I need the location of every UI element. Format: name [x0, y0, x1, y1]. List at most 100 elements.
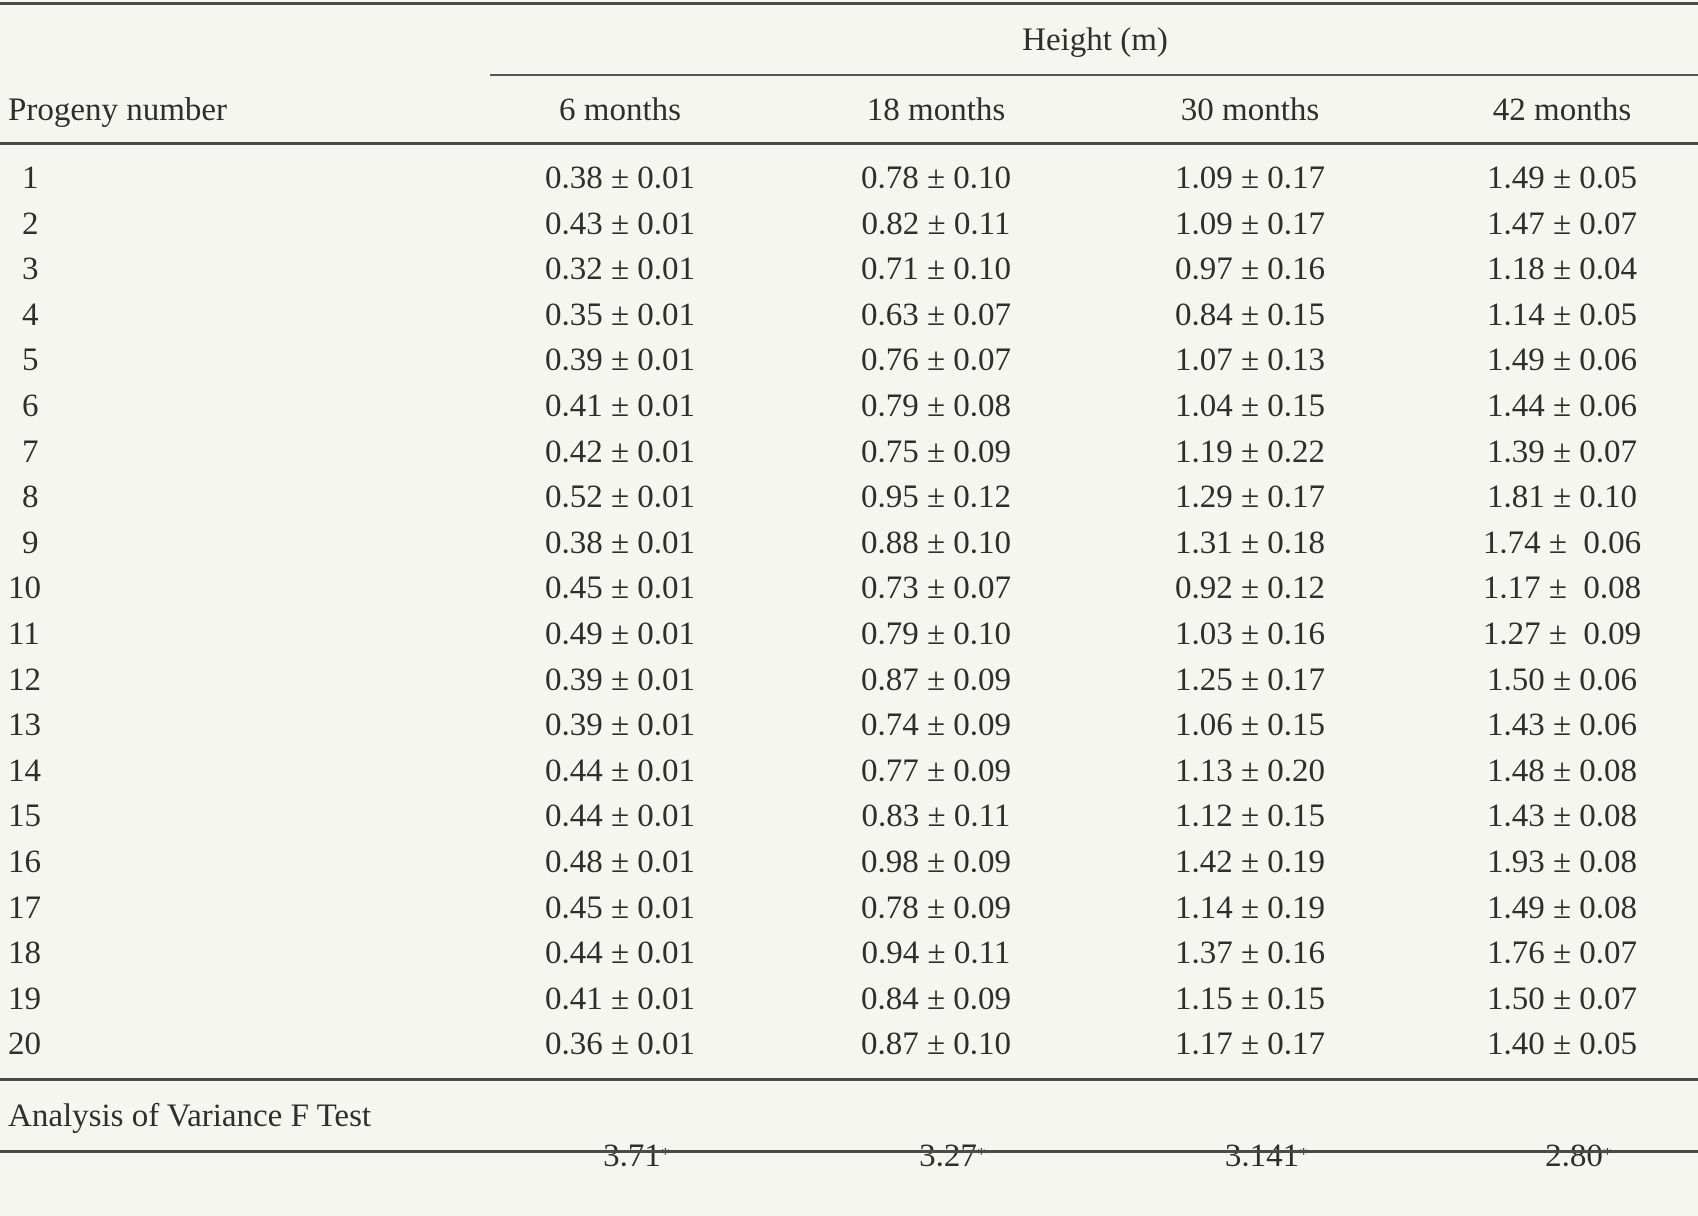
height-value: 0.43 ± 0.01 [544, 206, 696, 242]
significance-marker: * [1299, 1144, 1309, 1164]
progeny-number: 20 [8, 1026, 41, 1062]
height-value: 1.06 ± 0.15 [1174, 707, 1326, 743]
height-value: 1.03 ± 0.16 [1174, 616, 1326, 652]
height-value: 1.74 ± 0.06 [1482, 525, 1642, 561]
significance-marker: * [660, 1144, 670, 1164]
f-test-30-months: 3.141* [1100, 1096, 1400, 1216]
height-value: 0.94 ± 0.11 [861, 935, 1011, 971]
height-value: 1.18 ± 0.04 [1486, 251, 1638, 287]
height-value: 1.09 ± 0.17 [1174, 206, 1326, 242]
height-value: 1.44 ± 0.06 [1486, 388, 1638, 424]
height-value: 1.49 ± 0.08 [1486, 890, 1638, 926]
footer-rule [0, 1078, 1698, 1081]
column-header-42-months: 42 months [1492, 92, 1632, 128]
progeny-number: 4 [22, 297, 39, 333]
height-value: 0.44 ± 0.01 [544, 753, 696, 789]
height-value: 1.47 ± 0.07 [1486, 206, 1638, 242]
progeny-number: 11 [8, 616, 40, 652]
height-value: 0.77 ± 0.09 [860, 753, 1012, 789]
height-value: 1.25 ± 0.17 [1174, 662, 1326, 698]
height-value: 1.43 ± 0.06 [1486, 707, 1638, 743]
height-value: 1.29 ± 0.17 [1174, 479, 1326, 515]
height-value: 1.37 ± 0.16 [1174, 935, 1326, 971]
progeny-number: 13 [8, 707, 41, 743]
height-value: 0.98 ± 0.09 [860, 844, 1012, 880]
height-value: 0.95 ± 0.12 [860, 479, 1012, 515]
height-value: 0.45 ± 0.01 [544, 890, 696, 926]
height-value: 1.14 ± 0.19 [1174, 890, 1326, 926]
height-value: 0.79 ± 0.10 [860, 616, 1012, 652]
height-value: 0.87 ± 0.09 [860, 662, 1012, 698]
height-value: 0.32 ± 0.01 [544, 251, 696, 287]
height-value: 0.49 ± 0.01 [544, 616, 696, 652]
height-value: 1.19 ± 0.22 [1174, 434, 1326, 470]
group-header-rule [490, 74, 1698, 76]
height-value: 1.93 ± 0.08 [1486, 844, 1638, 880]
progeny-number: 3 [22, 251, 39, 287]
group-header: Height (m) [1022, 22, 1168, 58]
height-value: 0.79 ± 0.08 [860, 388, 1012, 424]
height-value: 0.39 ± 0.01 [544, 342, 696, 378]
f-test-18-months: 3.27* [786, 1096, 1086, 1216]
column-header-6-months: 6 months [559, 92, 681, 128]
progeny-number: 9 [22, 525, 39, 561]
height-value: 1.43 ± 0.08 [1486, 798, 1638, 834]
height-value: 0.35 ± 0.01 [544, 297, 696, 333]
progeny-number: 18 [8, 935, 41, 971]
height-value: 0.87 ± 0.10 [860, 1026, 1012, 1062]
height-value: 1.13 ± 0.20 [1174, 753, 1326, 789]
height-value: 0.41 ± 0.01 [544, 388, 696, 424]
height-value: 0.92 ± 0.12 [1174, 570, 1326, 606]
height-value: 0.39 ± 0.01 [544, 662, 696, 698]
bottom-rule [0, 1150, 1698, 1153]
height-value: 0.97 ± 0.16 [1174, 251, 1326, 287]
progeny-number: 6 [22, 388, 39, 424]
height-value: 0.38 ± 0.01 [544, 525, 696, 561]
height-value: 0.82 ± 0.11 [861, 206, 1011, 242]
header-rule [0, 142, 1698, 145]
height-value: 0.63 ± 0.07 [860, 297, 1012, 333]
height-value: 0.71 ± 0.10 [860, 251, 1012, 287]
height-value: 0.84 ± 0.15 [1174, 297, 1326, 333]
progeny-number: 8 [22, 479, 39, 515]
height-value: 1.42 ± 0.19 [1174, 844, 1326, 880]
height-value: 0.74 ± 0.09 [860, 707, 1012, 743]
height-value: 1.50 ± 0.07 [1486, 981, 1638, 1017]
top-rule [0, 2, 1698, 5]
height-value: 1.39 ± 0.07 [1486, 434, 1638, 470]
progeny-number: 15 [8, 798, 41, 834]
progeny-number: 7 [22, 434, 39, 470]
height-value: 1.76 ± 0.07 [1486, 935, 1638, 971]
height-value: 1.17 ± 0.08 [1482, 570, 1642, 606]
progeny-number: 17 [8, 890, 41, 926]
progeny-number: 19 [8, 981, 41, 1017]
height-value: 1.40 ± 0.05 [1486, 1026, 1638, 1062]
height-value: 0.41 ± 0.01 [544, 981, 696, 1017]
significance-marker: * [976, 1144, 986, 1164]
progeny-number: 1 [22, 160, 39, 196]
height-value: 0.38 ± 0.01 [544, 160, 696, 196]
height-value: 1.31 ± 0.18 [1174, 525, 1326, 561]
height-value: 1.17 ± 0.17 [1174, 1026, 1326, 1062]
f-test-value: 3.27 [919, 1138, 977, 1174]
height-value: 1.48 ± 0.08 [1486, 753, 1638, 789]
height-value: 1.81 ± 0.10 [1486, 479, 1638, 515]
row-header: Progeny number [8, 92, 228, 128]
footer-label: Analysis of Variance F Test [8, 1098, 372, 1134]
height-value: 1.49 ± 0.05 [1486, 160, 1638, 196]
f-test-42-months: 2.80* [1412, 1096, 1698, 1216]
height-value: 1.09 ± 0.17 [1174, 160, 1326, 196]
column-header-18-months: 18 months [866, 92, 1006, 128]
height-value: 0.75 ± 0.09 [860, 434, 1012, 470]
height-value: 0.73 ± 0.07 [860, 570, 1012, 606]
height-value: 0.76 ± 0.07 [860, 342, 1012, 378]
height-value: 1.15 ± 0.15 [1174, 981, 1326, 1017]
height-value: 0.83 ± 0.11 [861, 798, 1011, 834]
height-value: 0.39 ± 0.01 [544, 707, 696, 743]
height-value: 1.14 ± 0.05 [1486, 297, 1638, 333]
height-value: 0.78 ± 0.09 [860, 890, 1012, 926]
height-value: 1.07 ± 0.13 [1174, 342, 1326, 378]
height-value: 1.50 ± 0.06 [1486, 662, 1638, 698]
height-value: 0.88 ± 0.10 [860, 525, 1012, 561]
progeny-number: 2 [22, 206, 39, 242]
